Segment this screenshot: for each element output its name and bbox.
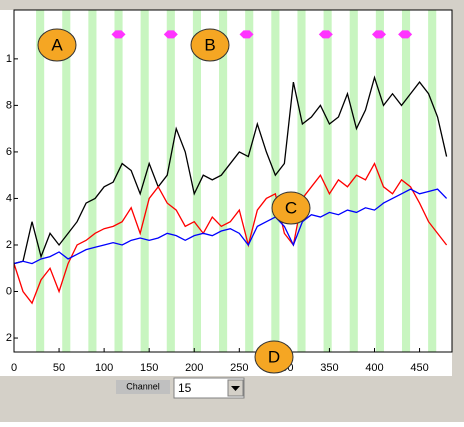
channel-label-box [116,380,170,394]
band [219,10,228,352]
marker [372,30,386,39]
marker [163,30,178,39]
y-tick-label: 0.4 [0,192,12,204]
band [114,10,123,352]
x-tick-label: 0 [11,362,17,374]
band [166,10,175,352]
callout-label: C [285,198,297,217]
band [428,10,437,352]
dropdown-arrow [231,386,240,391]
callout: C [271,191,311,225]
callout: A [37,28,77,62]
band [375,10,384,352]
y-tick-label: 0.6 [0,146,12,158]
callout-circle [37,28,77,62]
y-tick-label: 0.2 [0,239,12,251]
band [140,10,149,352]
band [271,10,280,352]
plot-area [14,10,448,352]
marker [111,30,126,39]
marker [239,30,254,39]
y-tick-label: 1 [6,53,12,65]
x-tick-label: 150 [140,362,158,374]
channel-value: 15 [178,381,192,395]
callout: B [190,28,230,62]
axes-frame [13,9,453,353]
overlay: 050100150200250300350400450ABCD [11,9,453,374]
y-labels: -0.2 0 0.2 0.4 0.6 0.8 1 [0,53,12,344]
band [88,10,97,352]
series-line [14,75,448,265]
y-tick-label: 0.8 [0,99,12,111]
band [192,10,202,352]
callout-circle [271,191,311,225]
channel-label: Channel [126,381,160,391]
band [349,10,358,352]
callout-label: D [268,347,280,366]
band [245,10,254,352]
band [36,10,45,352]
callout: D [254,340,294,374]
callout-label: B [204,35,215,54]
x-tick-label: 350 [320,362,338,374]
x-tick-label: 100 [95,362,113,374]
x-tick-label: 50 [53,362,65,374]
callout-circle [190,28,230,62]
x-tick-label: 250 [230,362,248,374]
x-tick-label: 400 [365,362,383,374]
channel-dropdown[interactable] [173,377,245,399]
series-line [14,188,448,265]
x-tick-label: 450 [410,362,428,374]
x-tick-label: 200 [185,362,203,374]
band [62,10,71,352]
band [323,10,332,352]
callout-label: A [51,35,63,54]
y-tick-label: 0 [6,285,12,297]
marker [398,30,413,39]
series-line [14,162,448,305]
y-tick-label: -0.2 [0,332,12,344]
marker [318,30,333,39]
band [297,10,306,352]
callout-circle [254,340,294,374]
band [401,10,411,352]
